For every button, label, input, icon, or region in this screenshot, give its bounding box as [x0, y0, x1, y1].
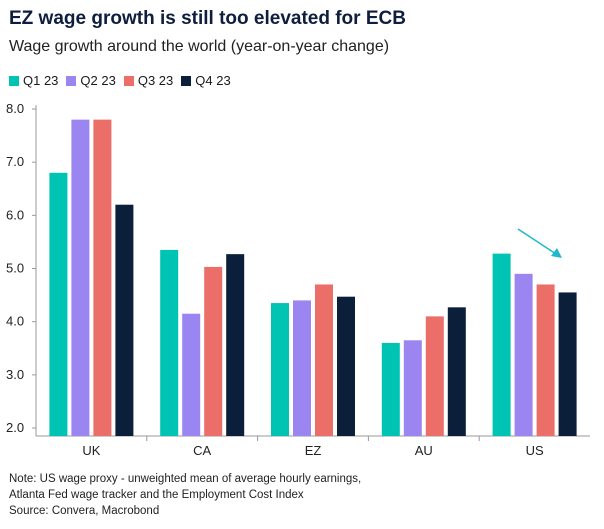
legend-label-q4: Q4 23 — [195, 73, 231, 88]
x-tick-label-ez: EZ — [305, 443, 322, 458]
x-tick-label-ca: CA — [193, 443, 211, 458]
bar-uk-q4 — [115, 204, 134, 436]
footnote: Note: US wage proxy - unweighted mean of… — [9, 471, 361, 519]
bar-chart: 2.0 3.0 4.0 5.0 6.0 7.0 8.0 UK CA EZ AU US — [6, 101, 590, 458]
bar-au-q3 — [425, 316, 444, 436]
footnote-line-2: Atlanta Fed wage tracker and the Employm… — [9, 489, 304, 501]
legend-label-q2: Q2 23 — [80, 73, 116, 88]
y-tick-label-1: 3.0 — [6, 367, 24, 382]
x-tick-label-au: AU — [415, 443, 433, 458]
legend-label-q3: Q3 23 — [137, 73, 174, 88]
bar-ca-q3 — [204, 266, 223, 436]
footnote-line-3: Source: Convera, Macrobond — [9, 505, 160, 517]
bar-ez-q1 — [271, 303, 289, 436]
bar-us-q3 — [536, 284, 555, 436]
bar-au-q2 — [403, 340, 422, 436]
bar-us-q4 — [558, 292, 577, 436]
bar-ez-q3 — [315, 284, 333, 436]
y-tick-label-4: 6.0 — [6, 207, 24, 222]
bar-au-q4 — [447, 307, 466, 436]
bar-ca-q1 — [160, 249, 179, 436]
chart-title: EZ wage growth is still too elevated for… — [9, 8, 406, 29]
bar-us-q1 — [492, 253, 511, 436]
bar-uk-q3 — [93, 119, 112, 436]
x-tick-label-us: US — [526, 443, 544, 458]
annotation-arrow-head — [551, 248, 562, 258]
bar-au-q1 — [381, 342, 400, 436]
legend-swatch-q2 — [66, 75, 77, 86]
y-tick-label-3: 5.0 — [6, 261, 24, 276]
bar-ez-q2 — [293, 300, 311, 436]
bar-uk-q1 — [49, 172, 68, 436]
chart-subtitle: Wage growth around the world (year-on-ye… — [9, 38, 390, 55]
bar-ca-q4 — [226, 254, 245, 436]
legend-swatch-q3 — [123, 75, 134, 86]
legend-item-q3: Q3 23 — [123, 73, 174, 88]
legend-item-q2: Q2 23 — [66, 73, 116, 88]
y-tick-label-5: 7.0 — [6, 154, 24, 169]
legend-swatch-q4 — [181, 75, 192, 86]
annotation-arrow-line — [517, 228, 557, 255]
y-tick-label-2: 4.0 — [6, 314, 24, 329]
legend: Q1 23 Q2 23 Q3 23 Q4 23 — [9, 73, 239, 88]
bar-ca-q2 — [182, 313, 201, 436]
bar-ez-q4 — [337, 296, 355, 436]
legend-swatch-q1 — [9, 75, 19, 86]
footnote-line-1: Note: US wage proxy - unweighted mean of… — [9, 473, 362, 485]
bar-us-q2 — [514, 273, 533, 436]
bar-uk-q2 — [71, 119, 90, 436]
legend-item-q1: Q1 23 — [9, 73, 58, 88]
y-tick-label-6: 8.0 — [6, 101, 24, 116]
x-tick-label-uk: UK — [82, 443, 100, 458]
y-tick-label-0: 2.0 — [6, 420, 24, 435]
legend-item-q4: Q4 23 — [181, 73, 231, 88]
legend-label-q1: Q1 23 — [23, 73, 59, 88]
